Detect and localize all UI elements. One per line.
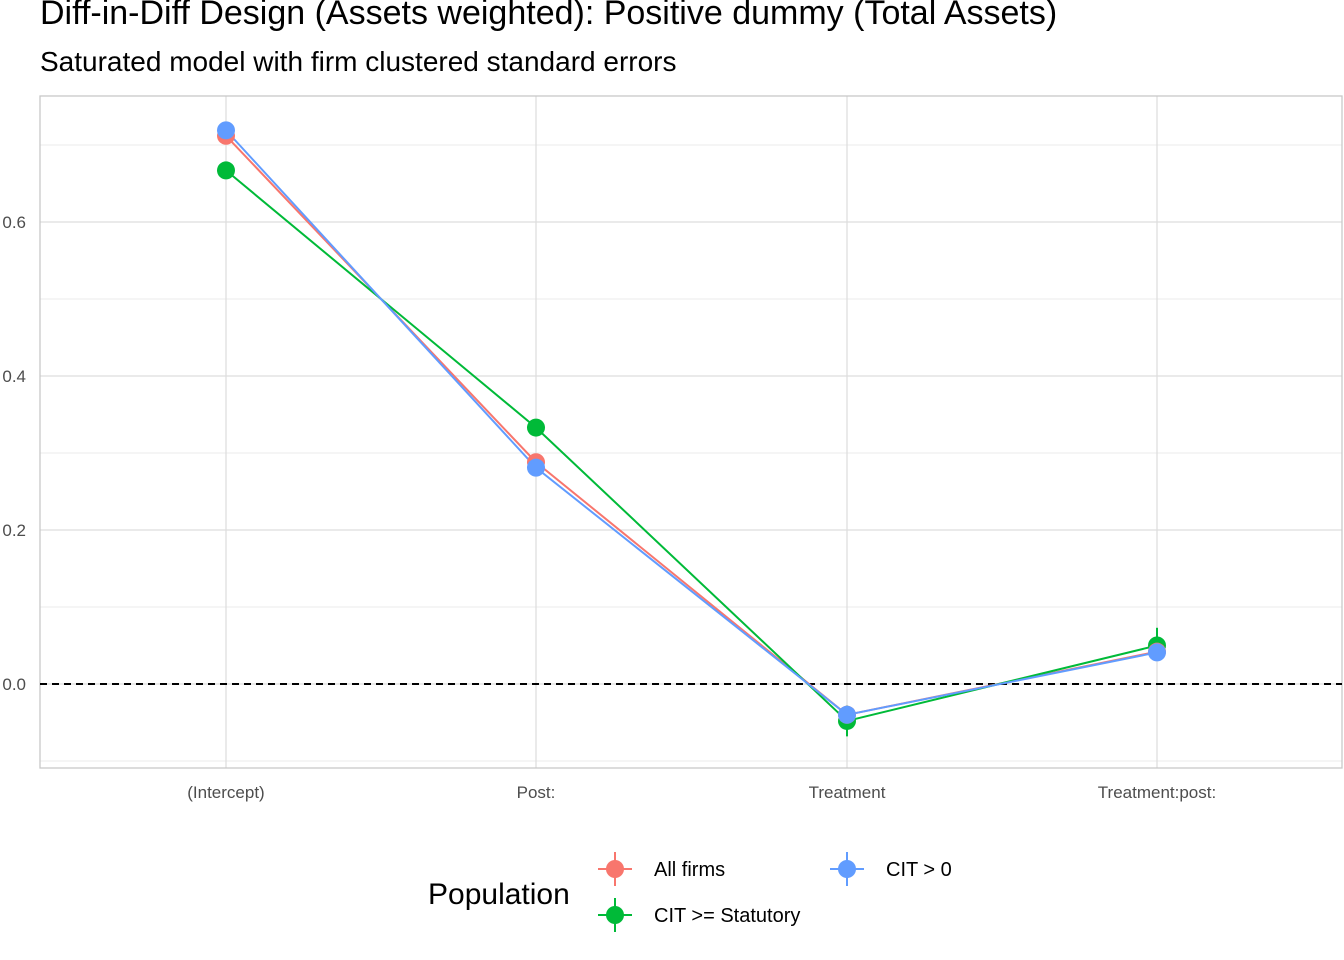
series-line bbox=[225, 129, 1158, 716]
x-tick-label: Treatment bbox=[809, 783, 886, 802]
y-tick-label: 0.0 bbox=[2, 675, 26, 694]
data-point bbox=[217, 121, 235, 140]
plot-panel-border bbox=[39, 95, 1343, 769]
chart-title: Diff-in-Diff Design (Assets weighted): P… bbox=[40, 0, 1058, 32]
x-tick-label: Treatment:post: bbox=[1098, 783, 1216, 802]
x-tick-label: Post: bbox=[517, 783, 556, 802]
y-tick-label: 0.2 bbox=[2, 521, 26, 540]
data-point bbox=[1148, 643, 1166, 662]
legend-label: CIT >= Statutory bbox=[654, 905, 800, 927]
data-point bbox=[838, 705, 856, 724]
legend-title: Population bbox=[428, 878, 570, 911]
legend-key-point bbox=[606, 906, 624, 924]
x-tick-label: (Intercept) bbox=[187, 783, 264, 802]
y-tick-label: 0.6 bbox=[2, 213, 26, 232]
legend-label: All firms bbox=[654, 859, 725, 881]
legend-key-point bbox=[606, 860, 624, 878]
legend-label: CIT > 0 bbox=[886, 859, 952, 881]
data-point bbox=[527, 418, 545, 437]
legend-key-point bbox=[838, 860, 856, 878]
y-tick-label: 0.4 bbox=[2, 367, 26, 386]
series-line bbox=[225, 169, 1158, 723]
data-point bbox=[527, 458, 545, 477]
data-point bbox=[217, 161, 235, 180]
chart-subtitle: Saturated model with firm clustered stan… bbox=[40, 46, 677, 77]
